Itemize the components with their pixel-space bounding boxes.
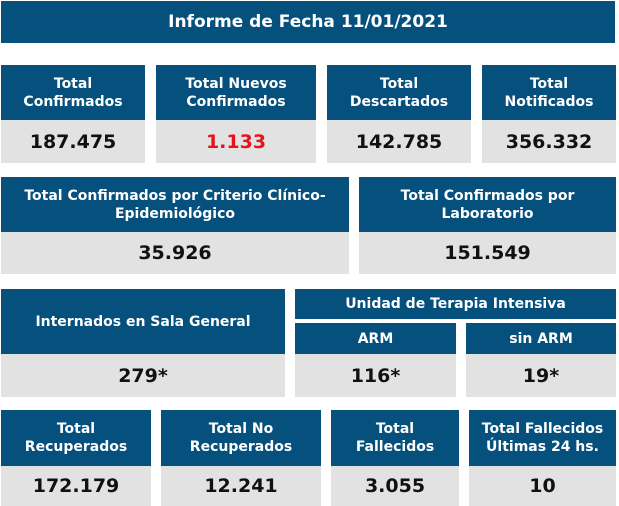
card-value: 3.055 bbox=[331, 466, 459, 506]
card-label: Total Confirmados por Laboratorio bbox=[359, 177, 616, 232]
card-value: 142.785 bbox=[327, 120, 471, 163]
card-label: Internados en Sala General bbox=[1, 289, 285, 354]
card-label: Total Confirmados bbox=[1, 65, 145, 120]
card-value: 187.475 bbox=[1, 120, 145, 163]
card-value: 279* bbox=[1, 354, 285, 397]
card-value: 151.549 bbox=[359, 232, 616, 274]
card-label: ARM bbox=[295, 323, 456, 354]
card-value: 19* bbox=[466, 354, 616, 397]
card-label: Total Nuevos Confirmados bbox=[156, 65, 316, 120]
card-value: 35.926 bbox=[1, 232, 349, 274]
card-value-highlight: 1.133 bbox=[156, 120, 316, 163]
card-label: Total Recuperados bbox=[1, 410, 151, 466]
card-label: sin ARM bbox=[466, 323, 616, 354]
card-label: Total Confirmados por Criterio Clínico- … bbox=[1, 177, 349, 232]
card-label: Total Notificados bbox=[482, 65, 616, 120]
card-label: Total Descartados bbox=[327, 65, 471, 120]
card-value: 116* bbox=[295, 354, 456, 397]
report-title: Informe de Fecha 11/01/2021 bbox=[1, 1, 615, 43]
card-value: 172.179 bbox=[1, 466, 151, 506]
card-value: 12.241 bbox=[161, 466, 321, 506]
uti-label: Unidad de Terapia Intensiva bbox=[295, 289, 616, 319]
card-value: 356.332 bbox=[482, 120, 616, 163]
card-label: Total No Recuperados bbox=[161, 410, 321, 466]
card-label: Total Fallecidos bbox=[331, 410, 459, 466]
card-value: 10 bbox=[469, 466, 616, 506]
card-label: Total Fallecidos Últimas 24 hs. bbox=[469, 410, 616, 466]
